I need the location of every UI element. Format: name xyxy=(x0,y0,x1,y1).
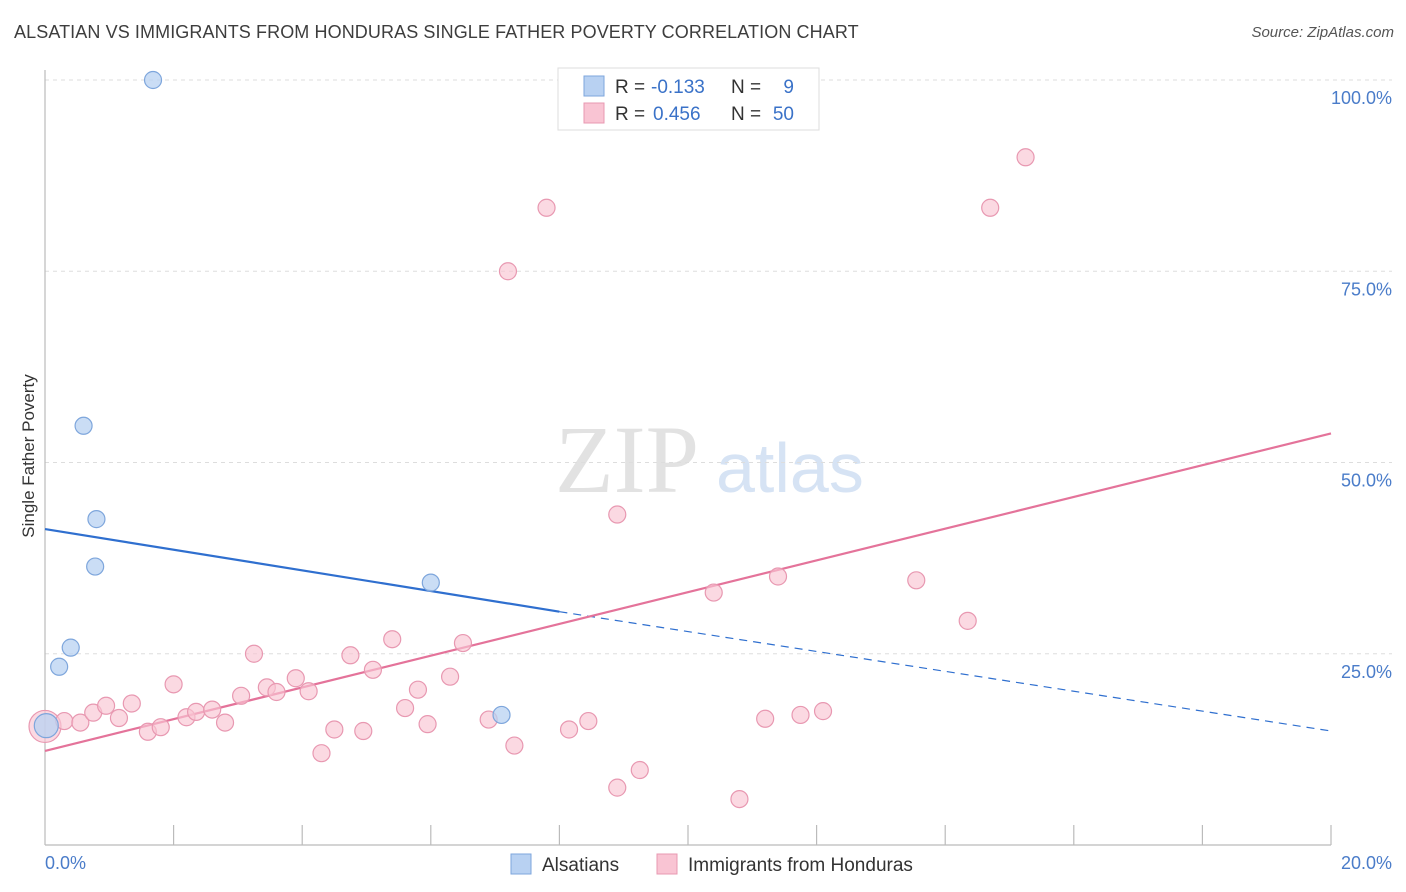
point-alsatians xyxy=(50,657,69,676)
point-honduras xyxy=(418,715,437,734)
point-honduras xyxy=(537,198,556,217)
point-honduras xyxy=(71,713,90,732)
point-honduras xyxy=(96,696,116,715)
point-honduras xyxy=(756,709,775,728)
point-honduras xyxy=(608,778,627,797)
y-tick-label-75: 75.0% xyxy=(1341,279,1392,299)
point-honduras xyxy=(109,708,129,728)
x-tick-min: 0.0% xyxy=(45,853,86,873)
point-honduras xyxy=(559,720,579,739)
point-honduras xyxy=(408,680,428,699)
point-alsatians xyxy=(74,416,93,435)
bottom-legend-swatch-honduras xyxy=(656,853,678,875)
point-alsatians xyxy=(86,557,105,576)
watermark: ZIP atlas xyxy=(555,406,864,513)
trend-lines xyxy=(44,432,1332,752)
point-honduras xyxy=(440,667,460,686)
bottom-legend-honduras: Immigrants from Honduras xyxy=(688,855,913,876)
point-honduras xyxy=(312,744,331,763)
point-honduras xyxy=(395,698,415,718)
point-honduras xyxy=(215,713,235,732)
grid-lines xyxy=(45,79,1392,655)
bottom-legend: Alsatians Immigrants from Honduras xyxy=(510,853,913,876)
point-honduras xyxy=(122,694,141,713)
point-alsatians xyxy=(421,573,440,592)
point-honduras xyxy=(768,567,788,586)
point-honduras xyxy=(907,571,926,590)
point-honduras xyxy=(453,633,473,653)
trend-line-alsatians-extension xyxy=(559,611,1332,732)
point-alsatians xyxy=(87,510,106,529)
point-honduras xyxy=(354,721,373,741)
point-honduras xyxy=(151,718,170,737)
point-honduras xyxy=(630,760,649,780)
point-honduras xyxy=(505,736,524,755)
point-honduras xyxy=(299,682,318,701)
chart-title: ALSATIAN VS IMMIGRANTS FROM HONDURAS SIN… xyxy=(14,22,859,42)
x-ticks xyxy=(173,825,1332,845)
legend-swatch-honduras xyxy=(583,102,605,124)
point-honduras xyxy=(981,198,1000,217)
point-honduras xyxy=(958,611,977,630)
legend-r-label-1: R = xyxy=(615,77,645,98)
trend-line-honduras xyxy=(44,432,1332,752)
watermark-zip: ZIP xyxy=(555,406,699,513)
legend-n-value-2: 50 xyxy=(773,104,794,125)
legend-r-label-2: R = xyxy=(615,104,645,125)
point-honduras xyxy=(813,702,833,721)
y-tick-label-25: 25.0% xyxy=(1341,662,1392,682)
y-tick-labels: 25.0% 50.0% 75.0% 100.0% xyxy=(1331,88,1392,682)
source-label: Source: ZipAtlas.com xyxy=(1251,24,1394,41)
point-honduras xyxy=(363,660,383,679)
point-honduras xyxy=(325,720,344,739)
point-honduras xyxy=(579,711,598,731)
point-honduras xyxy=(1016,148,1035,167)
point-honduras xyxy=(730,789,749,809)
point-honduras xyxy=(164,675,183,694)
top-legend: R = -0.133 N = 9 R = 0.456 N = 50 xyxy=(557,67,820,131)
point-honduras xyxy=(383,630,402,649)
point-honduras xyxy=(791,705,810,725)
point-honduras xyxy=(608,505,627,524)
legend-n-label-2: N = xyxy=(731,104,761,125)
legend-swatch-alsatians xyxy=(583,75,605,97)
data-points xyxy=(28,70,1035,809)
bottom-legend-alsatians: Alsatians xyxy=(542,855,619,876)
point-alsatians xyxy=(61,638,80,657)
point-honduras xyxy=(341,646,360,665)
bottom-legend-swatch-alsatians xyxy=(510,853,532,875)
point-alsatians xyxy=(492,705,511,725)
point-honduras xyxy=(203,700,222,719)
watermark-atlas: atlas xyxy=(716,429,864,507)
legend-n-value-1: 9 xyxy=(783,77,794,98)
point-honduras xyxy=(244,644,264,663)
point-alsatians xyxy=(143,70,163,90)
point-honduras xyxy=(704,583,723,602)
point-alsatians xyxy=(33,713,59,739)
point-honduras xyxy=(187,702,206,721)
trend-line-alsatians xyxy=(44,527,560,613)
point-honduras xyxy=(267,682,286,702)
legend-n-label-1: N = xyxy=(731,77,761,98)
y-tick-label-100: 100.0% xyxy=(1331,88,1392,108)
y-tick-label-50: 50.0% xyxy=(1341,471,1392,491)
point-honduras xyxy=(232,686,251,705)
point-honduras xyxy=(498,262,518,281)
y-axis-label: Single Father Poverty xyxy=(19,374,38,538)
legend-r-value-2: 0.456 xyxy=(653,104,701,125)
x-tick-max: 20.0% xyxy=(1341,853,1392,873)
legend-r-value-1: -0.133 xyxy=(651,77,705,98)
point-honduras xyxy=(286,669,305,688)
